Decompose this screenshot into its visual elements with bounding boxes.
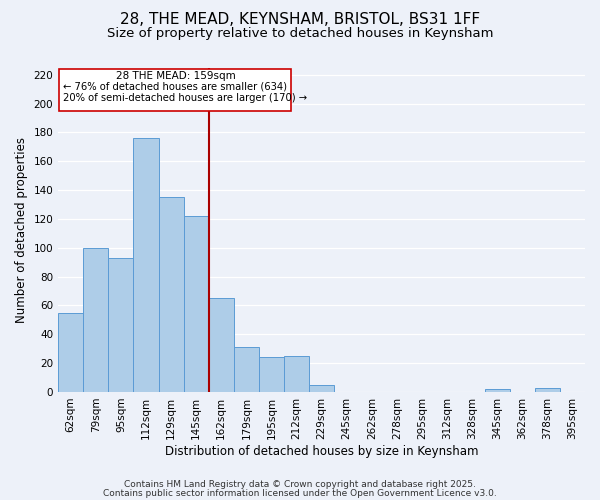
Text: 28 THE MEAD: 159sqm: 28 THE MEAD: 159sqm — [116, 71, 235, 81]
Text: ← 76% of detached houses are smaller (634): ← 76% of detached houses are smaller (63… — [63, 82, 287, 92]
Bar — [259, 358, 284, 392]
Bar — [83, 248, 109, 392]
Bar — [234, 348, 259, 392]
Bar — [309, 384, 334, 392]
Text: Contains public sector information licensed under the Open Government Licence v3: Contains public sector information licen… — [103, 488, 497, 498]
Bar — [109, 258, 133, 392]
Bar — [284, 356, 309, 392]
Bar — [209, 298, 234, 392]
X-axis label: Distribution of detached houses by size in Keynsham: Distribution of detached houses by size … — [165, 444, 478, 458]
Text: 28, THE MEAD, KEYNSHAM, BRISTOL, BS31 1FF: 28, THE MEAD, KEYNSHAM, BRISTOL, BS31 1F… — [120, 12, 480, 28]
Bar — [158, 198, 184, 392]
Text: Contains HM Land Registry data © Crown copyright and database right 2025.: Contains HM Land Registry data © Crown c… — [124, 480, 476, 489]
Bar — [58, 312, 83, 392]
Bar — [485, 389, 510, 392]
FancyBboxPatch shape — [59, 69, 292, 111]
Bar — [133, 138, 158, 392]
Text: 20% of semi-detached houses are larger (170) →: 20% of semi-detached houses are larger (… — [63, 92, 307, 102]
Bar — [535, 388, 560, 392]
Bar — [184, 216, 209, 392]
Y-axis label: Number of detached properties: Number of detached properties — [15, 136, 28, 322]
Text: Size of property relative to detached houses in Keynsham: Size of property relative to detached ho… — [107, 28, 493, 40]
